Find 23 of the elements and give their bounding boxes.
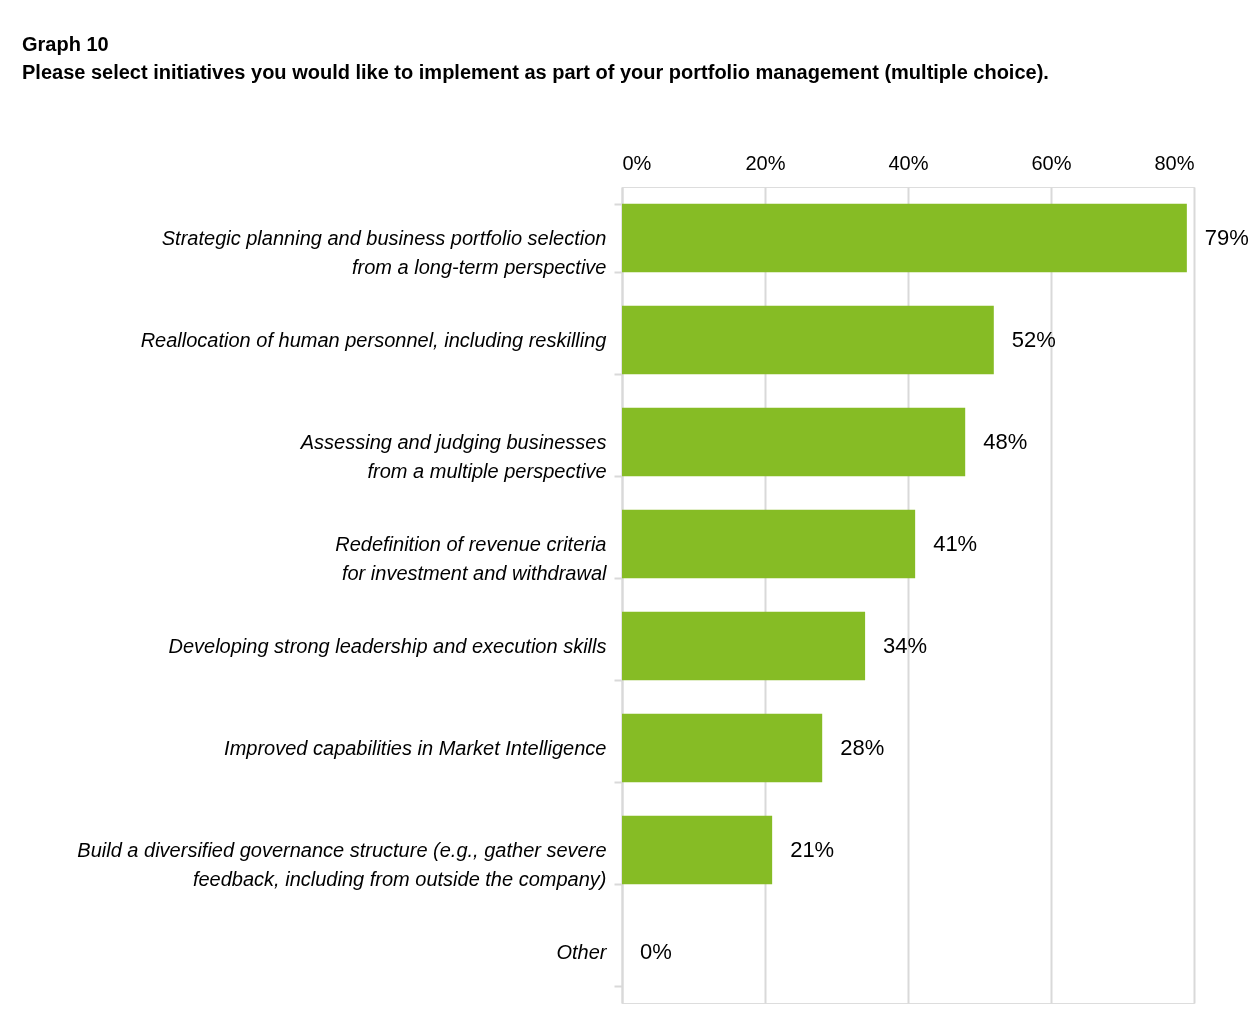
y-tick-label: Redefinition of revenue criteria for investment and withdrawal — [335, 532, 608, 584]
data-label: 21% — [790, 837, 835, 862]
data-label: 48% — [983, 429, 1028, 454]
y-tick-label: Developing strong leadership and execution skills — [168, 634, 607, 657]
data-label: 79% — [1204, 225, 1249, 250]
y-tick-label: Improved capabilities in Market Intelligence — [224, 736, 607, 759]
y-tick-label: Reallocation of human personnel, including reskilling — [140, 328, 607, 351]
data-label: 52% — [1011, 327, 1056, 352]
y-tick-label: Strategic planning and business portfolio selection from a long-term perspective — [161, 226, 607, 278]
x-tick-label: 0% — [622, 151, 652, 174]
data-label: 0% — [640, 939, 672, 964]
y-tick-label: Build a diversified governance structure (e.g., gather severe feedback, including from outside the company) — [77, 838, 607, 890]
y-tick-label: Other — [556, 940, 608, 963]
x-tick-label: 20% — [745, 151, 786, 174]
data-label: 28% — [840, 735, 885, 760]
data-label: 34% — [883, 633, 928, 658]
x-tick-label: 60% — [1031, 151, 1072, 174]
data-label: 41% — [933, 531, 978, 556]
y-tick-label: Assessing and judging businesses from a multiple perspective — [299, 430, 607, 482]
chart-subtitle: Please select initiatives you would like to implement as part of your portfolio management (multiple choice). — [22, 61, 1049, 83]
x-tick-label: 40% — [888, 151, 929, 174]
x-tick-label: 80% — [1154, 151, 1195, 174]
text: Graph 10 — [22, 33, 109, 55]
